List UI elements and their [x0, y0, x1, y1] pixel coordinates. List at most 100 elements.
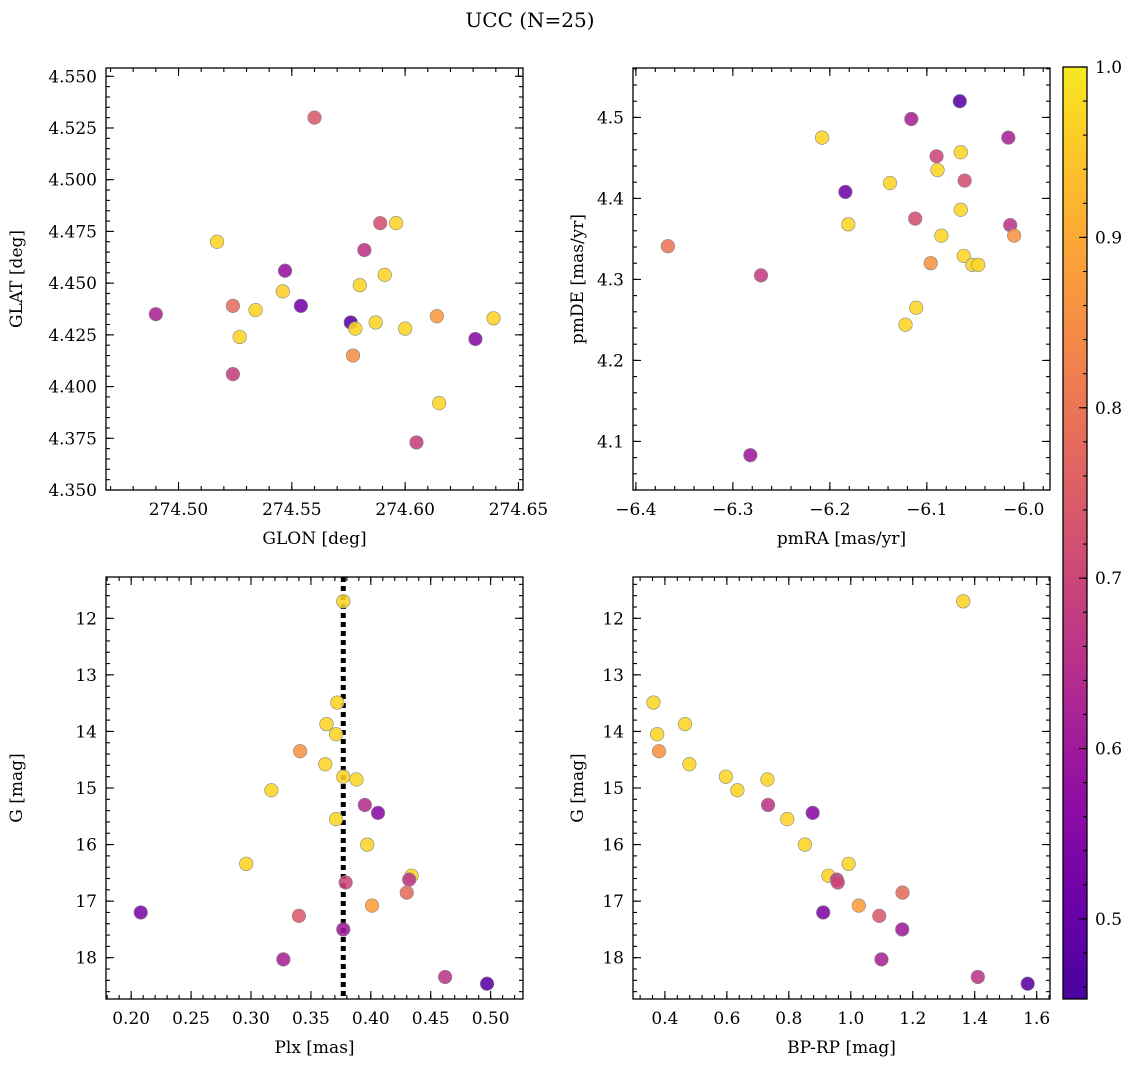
- data-point: [336, 769, 351, 784]
- colorbar-tick-label: 1.0: [1095, 58, 1122, 78]
- data-point: [646, 695, 661, 710]
- data-point: [953, 202, 968, 217]
- x-tick-label: 1.6: [1023, 1009, 1050, 1029]
- data-point: [209, 234, 225, 249]
- y-tick-label: 12: [75, 609, 97, 629]
- x-tick-label: −6.4: [615, 500, 656, 520]
- x-tick-label: 274.55: [262, 500, 321, 520]
- data-point: [239, 856, 254, 871]
- y-tick-label: 4.550: [48, 67, 97, 87]
- colorbar-tick-label: 0.8: [1095, 399, 1122, 419]
- data-point: [841, 217, 856, 232]
- y-tick-label: 14: [75, 722, 97, 742]
- data-point: [908, 211, 923, 226]
- y-tick-label: 4.2: [597, 351, 624, 371]
- y-axis-label: pmDE [mas/yr]: [568, 214, 588, 344]
- x-tick-label: 0.25: [172, 1009, 210, 1029]
- x-tick-label: 0.6: [713, 1009, 740, 1029]
- x-tick-label: 0.45: [412, 1009, 450, 1029]
- data-point: [319, 716, 334, 732]
- data-point: [957, 173, 972, 188]
- x-axis-label: GLON [deg]: [262, 529, 366, 549]
- x-tick-label: 0.30: [232, 1009, 270, 1029]
- y-tick-label: 4.4: [597, 189, 624, 209]
- data-point: [438, 969, 453, 985]
- data-point: [830, 875, 845, 890]
- colorbar-gradient: [1063, 67, 1087, 999]
- y-tick-label: 17: [75, 892, 97, 912]
- data-point: [753, 268, 769, 283]
- data-point: [956, 594, 971, 609]
- minor-ticks: [106, 577, 523, 999]
- data-point: [841, 856, 856, 871]
- data-point: [338, 875, 353, 890]
- data-point: [851, 898, 866, 913]
- data-point: [402, 872, 417, 887]
- data-point: [370, 805, 386, 820]
- data-points: [148, 110, 501, 450]
- data-point: [651, 744, 667, 759]
- data-point: [760, 797, 776, 813]
- data-point: [956, 248, 971, 264]
- data-point: [336, 922, 351, 937]
- y-tick-label: 18: [75, 949, 97, 969]
- data-point: [388, 216, 404, 231]
- panel-plx-g: Plx [mas] G [mag] 0.20 0.25 0.30 0.35 0.40 0.…: [7, 576, 524, 1058]
- y-tick-label: 4.400: [48, 378, 97, 398]
- y-tick-label: 16: [602, 836, 624, 856]
- data-point: [368, 315, 383, 330]
- data-point: [336, 594, 351, 609]
- y-tick-label: 4.425: [48, 326, 97, 346]
- data-point: [291, 908, 307, 923]
- data-point: [133, 905, 148, 920]
- y-tick-label: 15: [602, 779, 624, 799]
- data-point: [348, 321, 363, 336]
- data-point: [352, 278, 367, 293]
- x-tick-label: 0.40: [352, 1009, 390, 1029]
- x-tick-label: 0.8: [775, 1009, 802, 1029]
- data-point: [377, 267, 392, 282]
- x-tick-label: 0.20: [112, 1009, 150, 1029]
- x-tick-label: 0.35: [292, 1009, 330, 1029]
- x-axis-label: pmRA [mas/yr]: [777, 529, 906, 549]
- plot-frame: [105, 67, 524, 491]
- plot-frame: [105, 576, 524, 1000]
- data-points: [660, 94, 1022, 463]
- x-tick-label: 0.4: [651, 1009, 678, 1029]
- minor-ticks: [106, 68, 523, 491]
- y-tick-label: 17: [602, 892, 624, 912]
- data-point: [429, 309, 444, 324]
- colorbar-tick-label: 0.7: [1095, 569, 1122, 589]
- x-tick-label: 1.0: [837, 1009, 864, 1029]
- y-tick-label: 4.375: [48, 429, 97, 449]
- x-tick-label: 274.65: [489, 500, 548, 520]
- data-point: [232, 329, 247, 345]
- data-point: [398, 321, 413, 336]
- y-axis-label: GLAT [deg]: [7, 230, 27, 328]
- data-point: [815, 130, 830, 145]
- data-point: [730, 783, 745, 798]
- data-point: [780, 812, 795, 827]
- colorbar-tick-label: 0.9: [1095, 228, 1122, 248]
- panel-glon-glat: GLON [deg] GLAT [deg] 274.50 274.55 274.60…: [7, 67, 548, 549]
- data-point: [468, 331, 483, 347]
- data-point: [1020, 976, 1035, 991]
- data-point: [318, 757, 333, 772]
- data-point: [952, 94, 967, 109]
- data-point: [479, 976, 495, 991]
- y-tick-label: 4.500: [48, 171, 97, 191]
- x-tick-label: 274.50: [149, 500, 208, 520]
- data-point: [277, 263, 293, 278]
- y-tick-label: 13: [75, 666, 97, 686]
- colorbar-frame: [1062, 66, 1088, 1000]
- data-point: [898, 317, 913, 332]
- y-tick-label: 14: [602, 722, 624, 742]
- data-point: [872, 908, 887, 923]
- data-point: [971, 257, 986, 272]
- data-point: [248, 302, 263, 318]
- data-points: [646, 594, 1035, 991]
- panel-bprp-g: BP-RP [mag] G [mag] 0.4 0.6 0.8 1.0 1.2 1.4 1.…: [568, 576, 1051, 1058]
- x-tick-label: 1.4: [961, 1009, 988, 1029]
- data-point: [816, 905, 831, 920]
